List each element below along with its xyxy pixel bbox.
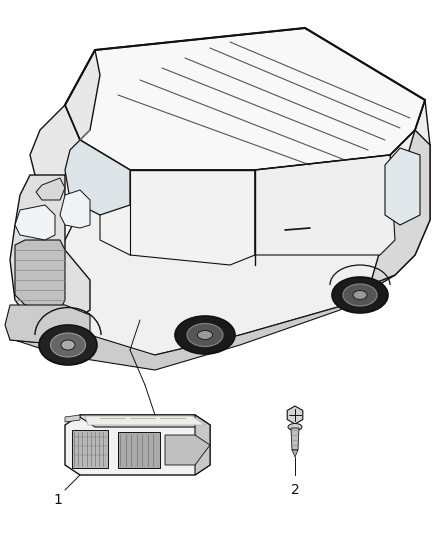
Polygon shape [118, 432, 160, 468]
Polygon shape [65, 415, 210, 475]
Polygon shape [8, 275, 395, 370]
Polygon shape [85, 416, 205, 425]
Ellipse shape [288, 424, 302, 431]
Polygon shape [5, 305, 90, 345]
Ellipse shape [332, 277, 388, 313]
Polygon shape [65, 415, 80, 422]
Text: 1: 1 [53, 493, 63, 507]
Polygon shape [287, 406, 303, 424]
Ellipse shape [198, 330, 212, 340]
Polygon shape [195, 415, 210, 475]
Polygon shape [60, 190, 90, 228]
Polygon shape [30, 50, 100, 185]
Polygon shape [36, 178, 65, 200]
Polygon shape [15, 25, 430, 370]
Polygon shape [65, 28, 425, 170]
Polygon shape [370, 130, 430, 285]
Ellipse shape [353, 290, 367, 300]
Ellipse shape [187, 324, 223, 346]
Ellipse shape [50, 333, 85, 357]
Polygon shape [55, 155, 395, 355]
Ellipse shape [343, 284, 377, 306]
Text: 2: 2 [291, 483, 300, 497]
Polygon shape [65, 140, 130, 215]
Polygon shape [72, 430, 108, 468]
Ellipse shape [61, 340, 75, 350]
Polygon shape [55, 105, 80, 170]
Polygon shape [100, 170, 255, 265]
Polygon shape [15, 240, 65, 310]
Polygon shape [80, 415, 210, 427]
Ellipse shape [39, 325, 97, 365]
Polygon shape [292, 450, 298, 457]
Polygon shape [385, 148, 420, 225]
Ellipse shape [175, 316, 235, 354]
Polygon shape [165, 435, 210, 465]
Polygon shape [15, 205, 55, 240]
Polygon shape [10, 175, 90, 330]
Polygon shape [240, 100, 430, 290]
Polygon shape [291, 428, 299, 450]
Polygon shape [255, 155, 395, 255]
